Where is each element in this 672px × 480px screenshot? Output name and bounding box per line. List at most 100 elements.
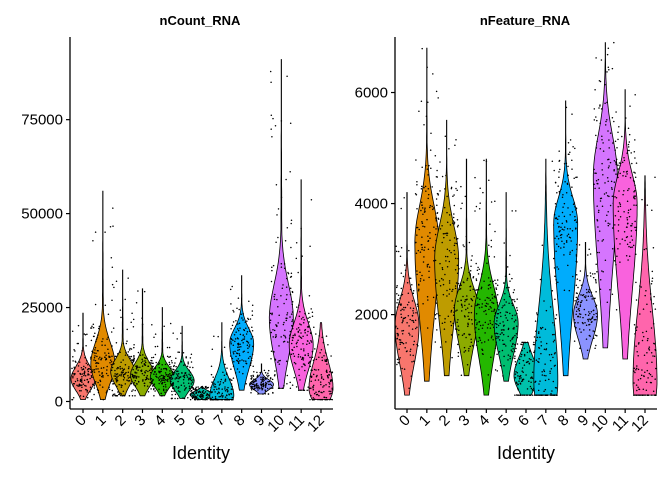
x-tick-label: 12 <box>628 412 652 436</box>
violin-nfeature-2 <box>434 119 460 377</box>
panel-title-ncount: nCount_RNA <box>160 13 241 28</box>
violin-ncount-5 <box>169 325 195 399</box>
violin-nfeature-7 <box>533 158 559 396</box>
x-tick-label: 7 <box>535 412 553 430</box>
x-tick-label: 7 <box>211 412 229 430</box>
violin-group-nfeature-4 <box>473 158 499 396</box>
y-ticks-nfeature: 2000 4000 6000 <box>355 85 395 324</box>
points-ncount-9 <box>249 364 274 395</box>
violin-group-ncount-2 <box>110 269 135 397</box>
violin-nfeature-11 <box>612 89 638 360</box>
y-tick-label: 75000 <box>21 112 63 129</box>
x-tick-label: 1 <box>416 412 434 430</box>
x-tick-label: 5 <box>171 412 189 430</box>
violin-ncount-10 <box>268 59 294 389</box>
x-tick-label: 2 <box>112 412 130 430</box>
violin-group-ncount-3 <box>130 288 155 397</box>
points-nfeature-0 <box>394 197 419 390</box>
violin-group-nfeature-3 <box>454 158 479 377</box>
points-ncount-10 <box>269 70 294 390</box>
violin-ncount-1 <box>90 190 116 400</box>
x-tick-label: 3 <box>455 412 473 430</box>
violin-group-ncount-5 <box>169 325 195 400</box>
points-nfeature-1 <box>414 47 439 343</box>
x-tick-label: 8 <box>555 412 573 430</box>
violin-group-nfeature-2 <box>434 119 460 377</box>
points-ncount-11 <box>289 198 314 391</box>
points-nfeature-8 <box>553 106 578 292</box>
violin-nfeature-5 <box>493 192 519 382</box>
x-tick-label: 6 <box>515 412 533 430</box>
violin-nfeature-0 <box>394 192 420 396</box>
x-tick-label: 0 <box>72 412 90 430</box>
points-ncount-8 <box>229 285 254 385</box>
points-nfeature-2 <box>434 135 459 359</box>
points-nfeature-9 <box>573 244 598 352</box>
y-tick-label: 25000 <box>21 300 63 317</box>
x-tick-label: 9 <box>574 412 592 430</box>
violin-group-ncount-7 <box>209 322 235 401</box>
violin-ncount-11 <box>288 179 314 391</box>
violin-nfeature-9 <box>573 242 598 360</box>
x-tick-label: 4 <box>151 412 169 430</box>
points-ncount-12 <box>308 326 334 401</box>
plot-area-nfeature <box>394 41 658 396</box>
x-axis-label-nfeature: Identity <box>497 443 555 463</box>
violin-group-nfeature-6 <box>513 341 539 396</box>
violin-nfeature-12 <box>632 175 658 396</box>
violin-group-ncount-12 <box>308 322 334 401</box>
x-tick-label: 9 <box>250 412 268 430</box>
violin-group-ncount-4 <box>149 307 175 397</box>
x-tick-label: 3 <box>131 412 149 430</box>
x-tick-label: 5 <box>495 412 513 430</box>
violin-group-nfeature-0 <box>394 192 420 396</box>
panel-ncount-rna: nCount_RNA 0 25000 50000 75000 0 1 2 3 4 5 6 7 8 9 1 0… <box>21 13 334 463</box>
points-nfeature-3 <box>454 176 479 376</box>
violin-ncount-8 <box>229 275 255 391</box>
violin-group-ncount-9 <box>249 363 274 395</box>
violin-group-nfeature-8 <box>553 100 579 377</box>
y-tick-label: 0 <box>55 393 63 410</box>
points-nfeature-7 <box>533 160 558 396</box>
points-nfeature-5 <box>494 210 519 377</box>
y-tick-label: 4000 <box>355 196 388 213</box>
x-tick-label: 4 <box>475 412 493 430</box>
points-ncount-7 <box>209 324 234 401</box>
violin-ncount-2 <box>110 269 135 397</box>
violin-group-ncount-8 <box>229 275 255 391</box>
x-tick-label: 8 <box>231 412 249 430</box>
x-axis-label-ncount: Identity <box>172 443 230 463</box>
x-tick-label: 2 <box>436 412 454 430</box>
y-tick-label: 2000 <box>355 307 388 324</box>
violin-group-nfeature-5 <box>493 192 519 382</box>
points-nfeature-4 <box>474 159 499 376</box>
x-tick-label: 12 <box>304 412 328 436</box>
violin-ncount-7 <box>209 322 235 400</box>
x-tick-label: 0 <box>396 412 414 430</box>
points-ncount-5 <box>170 332 195 400</box>
violin-group-nfeature-9 <box>573 242 598 360</box>
violin-group-ncount-0 <box>70 312 96 401</box>
violin-group-nfeature-12 <box>632 175 658 396</box>
points-ncount-2 <box>110 277 135 397</box>
plot-area-ncount <box>70 59 334 401</box>
y-tick-label: 50000 <box>21 206 63 223</box>
violin-group-ncount-1 <box>90 190 116 401</box>
violin-group-nfeature-11 <box>612 89 638 360</box>
points-nfeature-11 <box>613 93 638 266</box>
panel-title-nfeature: nFeature_RNA <box>480 13 571 28</box>
y-tick-label: 6000 <box>355 85 388 102</box>
points-ncount-1 <box>90 207 115 401</box>
violin-nfeature-8 <box>553 100 579 377</box>
violin-nfeature-4 <box>473 158 499 396</box>
violin-group-ncount-11 <box>288 179 314 391</box>
y-ticks-ncount: 0 25000 50000 75000 <box>21 112 70 410</box>
violin-group-ncount-10 <box>268 59 294 390</box>
points-nfeature-12 <box>633 176 657 396</box>
x-tick-label: 1 <box>92 412 110 430</box>
violin-group-nfeature-7 <box>533 158 559 396</box>
